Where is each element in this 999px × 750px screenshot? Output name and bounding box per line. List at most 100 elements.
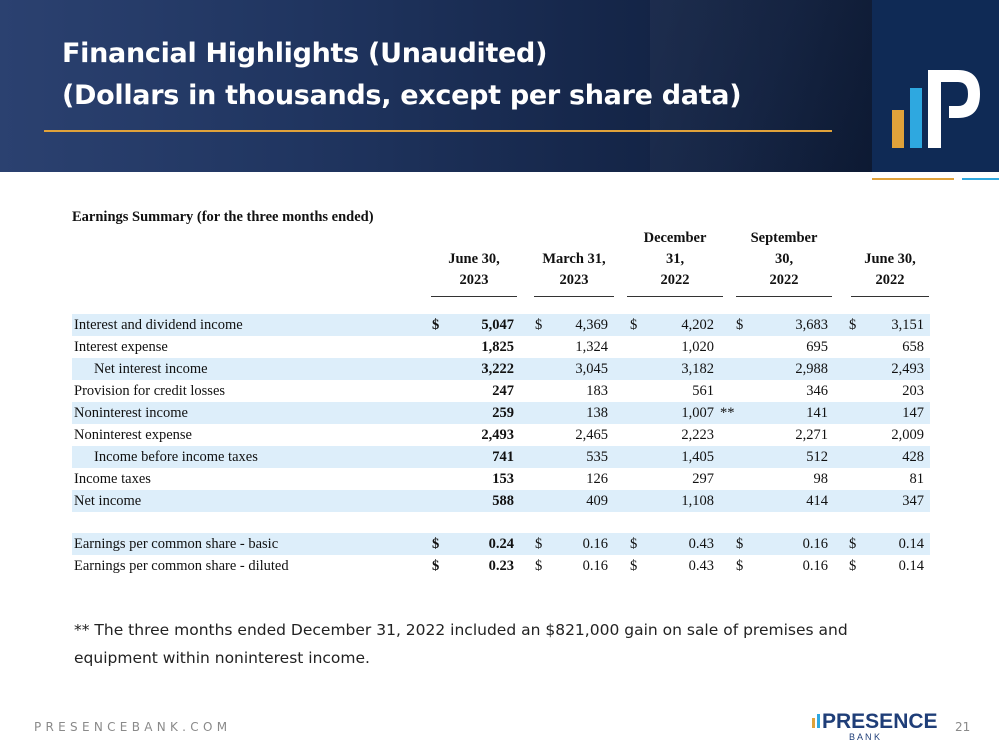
footer-brand-top: PRESENCE bbox=[822, 710, 938, 733]
table-cell: 297 bbox=[692, 471, 714, 487]
currency-symbol: $ bbox=[630, 558, 638, 574]
table-cell: 81 bbox=[909, 471, 925, 487]
column-header-line3: 2022 bbox=[769, 272, 799, 288]
table-cell: 0.16 bbox=[582, 536, 608, 552]
header-divider bbox=[44, 130, 832, 132]
currency-symbol: $ bbox=[630, 317, 638, 333]
slide-title-line2: (Dollars in thousands, except per share … bbox=[62, 80, 742, 111]
logo-rule-blue bbox=[962, 178, 999, 180]
table-row: Noninterest income 259 138 1,007 141 147 ** bbox=[72, 402, 930, 424]
column-header-line2: June 30, bbox=[448, 251, 500, 267]
table-cell: 561 bbox=[692, 383, 714, 399]
table-cell: 346 bbox=[806, 383, 828, 399]
presence-logo-icon bbox=[892, 70, 980, 148]
table-cell: 4,369 bbox=[575, 317, 608, 333]
table-cell: 3,222 bbox=[481, 361, 514, 377]
column-header-line3: 2023 bbox=[459, 272, 489, 288]
column-header-underline bbox=[736, 296, 832, 297]
column-header-line2: March 31, bbox=[542, 251, 606, 267]
table-cell: 0.43 bbox=[688, 558, 714, 574]
table-cell: 535 bbox=[586, 449, 608, 465]
currency-symbol: $ bbox=[535, 558, 543, 574]
table-row: Income before income taxes 741 535 1,405 512… bbox=[72, 446, 930, 468]
table-row: Earnings per common share - diluted $0.23… bbox=[72, 555, 930, 577]
table-cell: 2,493 bbox=[891, 361, 924, 377]
table-cell: 259 bbox=[492, 405, 514, 421]
footer-url: PRESENCEBANK.COM bbox=[34, 720, 232, 734]
table-cell: 1,108 bbox=[681, 493, 714, 509]
table-cell: 98 bbox=[813, 471, 829, 487]
column-header-line1 bbox=[851, 228, 929, 249]
table-cell: 588 bbox=[492, 493, 514, 509]
currency-symbol: $ bbox=[849, 317, 857, 333]
currency-symbol: $ bbox=[432, 317, 440, 333]
row-label: Noninterest expense bbox=[74, 427, 192, 443]
row-label: Noninterest income bbox=[74, 405, 188, 421]
footnote: ** The three months ended December 31, 2… bbox=[74, 621, 848, 667]
footer-brand-bottom: B A N K bbox=[849, 732, 880, 742]
table-cell: 1,405 bbox=[681, 449, 714, 465]
table-row: Earnings per common share - basic $0.24 $0… bbox=[72, 533, 930, 555]
table-cell: 347 bbox=[902, 493, 924, 509]
table-cell: 1,825 bbox=[481, 339, 514, 355]
table-cell: 428 bbox=[902, 449, 924, 465]
table-cell: 414 bbox=[806, 493, 828, 509]
column-header: June 30, 2023 bbox=[431, 228, 517, 297]
column-header-line1: September bbox=[750, 230, 818, 246]
column-header-underline bbox=[534, 296, 614, 297]
table-cell: 1,020 bbox=[681, 339, 714, 355]
currency-symbol: $ bbox=[535, 536, 543, 552]
footnote-marker: ** bbox=[720, 405, 735, 421]
table-cell: 126 bbox=[586, 471, 608, 487]
table-cell: 0.16 bbox=[802, 536, 828, 552]
table-cell: 0.16 bbox=[582, 558, 608, 574]
table-cell: 0.16 bbox=[802, 558, 828, 574]
table-section-title: Earnings Summary (for the three months e… bbox=[72, 209, 374, 225]
row-label: Earnings per common share - basic bbox=[74, 536, 279, 552]
table-cell: 0.43 bbox=[688, 536, 714, 552]
column-header: March 31, 2023 bbox=[534, 228, 614, 297]
row-label: Income before income taxes bbox=[94, 449, 258, 465]
column-header: December 31, 2022 bbox=[627, 228, 723, 297]
currency-symbol: $ bbox=[432, 558, 440, 574]
table-cell: 3,151 bbox=[891, 317, 924, 333]
row-label: Interest and dividend income bbox=[74, 317, 243, 333]
row-label: Net income bbox=[74, 493, 142, 509]
table-row: Income taxes 153 126 297 98 81 bbox=[72, 468, 930, 490]
table-cell: 0.23 bbox=[488, 558, 514, 574]
page-number: 21 bbox=[955, 720, 971, 734]
table-cell: 3,683 bbox=[795, 317, 828, 333]
presence-logo-box bbox=[872, 0, 999, 172]
slide-header: Financial Highlights (Unaudited) (Dollar… bbox=[0, 0, 872, 172]
column-header-underline bbox=[431, 296, 517, 297]
column-header-underline bbox=[851, 296, 929, 297]
column-header-line3: 2022 bbox=[660, 272, 690, 288]
table-row: Net income 588 409 1,108 414 347 bbox=[72, 490, 930, 512]
column-header-line1 bbox=[431, 228, 517, 249]
table-cell: 0.14 bbox=[898, 536, 924, 552]
currency-symbol: $ bbox=[849, 536, 857, 552]
currency-symbol: $ bbox=[630, 536, 638, 552]
table-cell: 512 bbox=[806, 449, 828, 465]
column-header: June 30, 2022 bbox=[851, 228, 929, 297]
column-header-line2: 31, bbox=[665, 251, 685, 267]
table-cell: 4,202 bbox=[681, 317, 714, 333]
table-cell: 1,324 bbox=[575, 339, 608, 355]
table-cell: 138 bbox=[586, 405, 608, 421]
table-cell: 153 bbox=[492, 471, 514, 487]
footer-logo-bar-blue bbox=[817, 714, 820, 728]
row-label: Net interest income bbox=[94, 361, 208, 377]
table-cell: 203 bbox=[902, 383, 924, 399]
table-cell: 0.14 bbox=[898, 558, 924, 574]
currency-symbol: $ bbox=[432, 536, 440, 552]
table-cell: 2,009 bbox=[891, 427, 924, 443]
table-cell: 2,271 bbox=[795, 427, 828, 443]
row-label: Provision for credit losses bbox=[74, 383, 226, 399]
row-label: Earnings per common share - diluted bbox=[74, 558, 289, 574]
row-label: Income taxes bbox=[74, 471, 151, 487]
currency-symbol: $ bbox=[849, 558, 857, 574]
table-cell: 2,223 bbox=[681, 427, 714, 443]
slide-title-line1: Financial Highlights (Unaudited) bbox=[62, 38, 548, 69]
column-header-line1 bbox=[534, 228, 614, 249]
currency-symbol: $ bbox=[736, 536, 744, 552]
